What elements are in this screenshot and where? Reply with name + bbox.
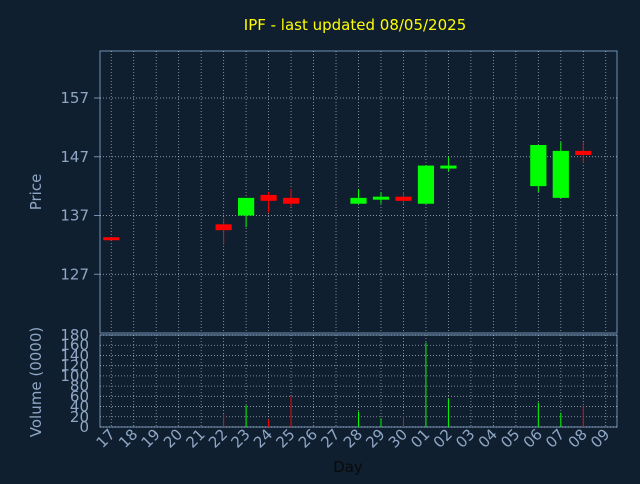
candle-body [395, 196, 412, 201]
candle-body [575, 150, 592, 155]
price-tick-label: 127 [60, 265, 89, 283]
candle-body [530, 145, 547, 187]
price-tick-label: 137 [60, 207, 89, 225]
candle-body [372, 196, 390, 200]
chart-title: IPF - last updated 08/05/2025 [244, 16, 466, 34]
candle-body [552, 150, 569, 198]
candle-body [103, 237, 120, 241]
volume-tick-label: 60 [70, 387, 89, 405]
candle-body [350, 197, 367, 204]
candle-body [238, 197, 255, 216]
x-tick-labels: 1718192021222324252627282930010203040506… [93, 425, 614, 451]
volume-tick-label: 80 [70, 377, 89, 395]
volume-tick-label: 120 [60, 357, 89, 375]
candle-body [215, 224, 232, 231]
volume-tick-label: 160 [60, 336, 89, 354]
x-tick-label: 09 [587, 425, 613, 451]
x-axis-label: Day [333, 458, 363, 476]
volume-tick-label: 180 [60, 326, 89, 344]
volume-tick-label: 40 [70, 398, 89, 416]
volume-axis-label: Volume (0000) [27, 327, 45, 437]
price-tick-label: 147 [60, 148, 89, 166]
price-axis-label: Price [27, 174, 45, 211]
volume-tick-label: 100 [60, 367, 89, 385]
candle-body [440, 165, 457, 169]
volume-tick-label: 0 [79, 418, 89, 436]
price-tick-label: 157 [60, 89, 89, 107]
candle-body [260, 194, 277, 201]
volume-tick-label: 20 [70, 408, 89, 426]
candle-body [282, 197, 300, 204]
volume-tick-label: 140 [60, 346, 89, 364]
candle-body [417, 165, 435, 204]
price-panel: 127 137 147 157 [60, 50, 618, 334]
